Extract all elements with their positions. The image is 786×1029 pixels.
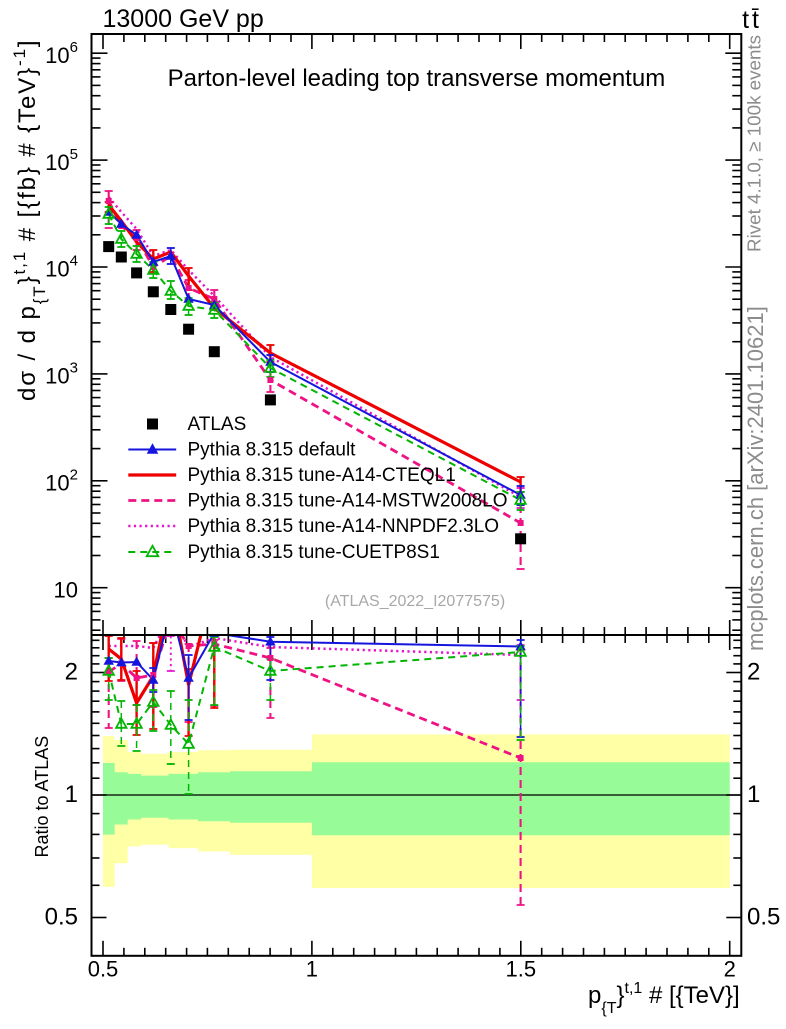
svg-text:(ATLAS_2022_I2077575): (ATLAS_2022_I2077575) [325,593,505,610]
svg-text:Ratio to ATLAS: Ratio to ATLAS [32,736,52,858]
svg-text:0.5: 0.5 [45,904,78,931]
svg-text:1: 1 [306,957,318,982]
svg-text:1.5: 1.5 [506,957,537,982]
svg-text:13000 GeV pp: 13000 GeV pp [103,5,264,33]
svg-text:10: 10 [54,577,78,602]
svg-text:2: 2 [724,957,736,982]
svg-text:Pythia 8.315 tune-A14-CTEQL1: Pythia 8.315 tune-A14-CTEQL1 [188,465,456,486]
svg-text:Parton-level leading top trans: Parton-level leading top transverse mome… [168,65,666,92]
svg-text:2: 2 [747,659,760,686]
svg-text:1: 1 [65,781,78,808]
svg-text:tt̄: tt̄ [742,6,762,34]
svg-text:Pythia 8.315 tune-A14-MSTW2008: Pythia 8.315 tune-A14-MSTW2008LO [188,491,508,512]
svg-text:Rivet 4.1.0, ≥ 100k events: Rivet 4.1.0, ≥ 100k events [744,35,765,252]
svg-text:Pythia 8.315 tune-CUETP8S1: Pythia 8.315 tune-CUETP8S1 [188,542,440,563]
svg-text:1: 1 [747,781,760,808]
svg-text:0.5: 0.5 [88,957,119,982]
svg-text:0.5: 0.5 [747,904,780,931]
svg-text:mcplots.cern.ch [arXiv:2401.10: mcplots.cern.ch [arXiv:2401.10621] [743,306,768,651]
svg-text:ATLAS: ATLAS [188,414,247,435]
svg-text:2: 2 [65,659,78,686]
svg-text:Pythia 8.315 tune-A14-NNPDF2.3: Pythia 8.315 tune-A14-NNPDF2.3LO [188,516,500,537]
svg-text:Pythia 8.315 default: Pythia 8.315 default [188,440,357,461]
